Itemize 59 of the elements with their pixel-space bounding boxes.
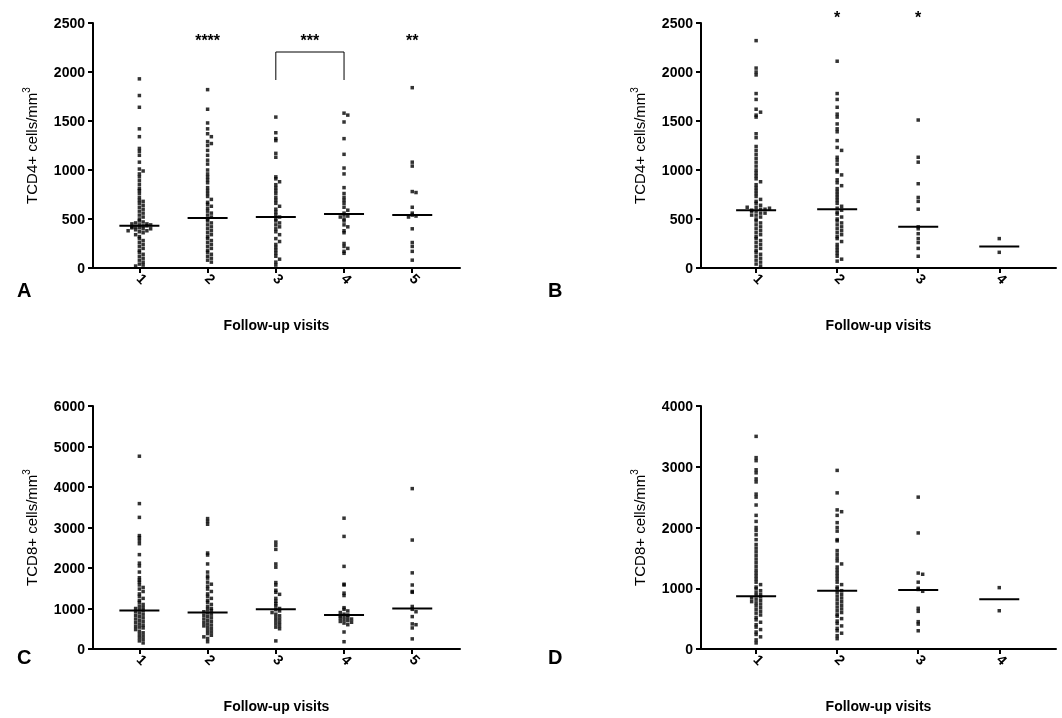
annotation: * [834, 8, 842, 26]
text: B [548, 279, 563, 301]
annotation: **** [195, 31, 221, 49]
annotation: *** [300, 31, 321, 49]
x-tick-label: 4 [993, 651, 1011, 669]
y-tick-label: 0 [685, 641, 694, 657]
y-tick-label: 1000 [53, 162, 86, 178]
y-tick-label: 0 [685, 260, 694, 276]
y-tick-label: 3000 [661, 458, 694, 475]
text: C [17, 646, 32, 668]
x-tick-label: 1 [750, 651, 768, 669]
y-tick-label: 6000 [53, 398, 86, 414]
x-tick-label: 3 [912, 651, 930, 669]
x-tick-label: 3 [270, 270, 288, 288]
y-tick-label: 1500 [53, 113, 86, 129]
x-tick-label: 2 [831, 651, 849, 669]
y-tick-label: 2000 [53, 560, 86, 576]
y-tick-label: 4000 [661, 398, 694, 414]
y-axis-title: TCD4+ cells/mm3 [628, 86, 648, 204]
y-tick-label: 2000 [661, 64, 694, 80]
x-tick-label: 1 [750, 270, 768, 288]
x-tick-label: 1 [133, 651, 151, 669]
y-tick-label: 0 [77, 641, 86, 657]
y-tick-label: 2500 [661, 15, 694, 31]
y-tick-label: 2000 [661, 519, 694, 536]
x-axis-title: Follow-up visits [825, 698, 932, 714]
annotation: * [915, 8, 923, 26]
y-tick-label: 1000 [53, 600, 86, 617]
x-tick-label: 3 [912, 270, 930, 288]
y-axis-title: TCD8+ cells/mm3 [20, 468, 40, 586]
y-tick-label: 2000 [53, 64, 86, 80]
x-tick-label: 4 [993, 270, 1011, 288]
y-tick-label: 3000 [53, 519, 86, 536]
y-tick-label: 1500 [661, 113, 694, 129]
x-tick-label: 5 [406, 270, 424, 288]
x-tick-label: 2 [201, 651, 219, 669]
annotation: ** [406, 31, 420, 49]
x-tick-label: 1 [133, 270, 151, 288]
y-axis-title: TCD8+ cells/mm3 [628, 468, 648, 586]
x-tick-label: 4 [338, 651, 356, 669]
y-tick-label: 2500 [53, 15, 86, 31]
y-tick-label: 1000 [661, 580, 694, 597]
x-axis-title: Follow-up visits [223, 698, 330, 714]
y-tick-label: 1000 [661, 162, 694, 178]
x-axis-title: Follow-up visits [223, 317, 330, 333]
y-tick-label: 500 [669, 211, 694, 227]
y-tick-label: 5000 [53, 438, 86, 455]
text: D [548, 646, 563, 668]
y-tick-label: 500 [61, 211, 86, 227]
y-tick-label: 0 [77, 260, 86, 276]
x-tick-label: 4 [338, 270, 356, 288]
text: A [17, 279, 32, 301]
x-tick-label: 2 [201, 270, 219, 288]
x-axis-title: Follow-up visits [825, 317, 932, 333]
y-tick-label: 4000 [53, 479, 86, 495]
x-tick-label: 5 [406, 651, 424, 669]
x-tick-label: 2 [831, 270, 849, 288]
y-axis-title: TCD4+ cells/mm3 [20, 86, 40, 204]
x-tick-label: 3 [270, 651, 288, 669]
